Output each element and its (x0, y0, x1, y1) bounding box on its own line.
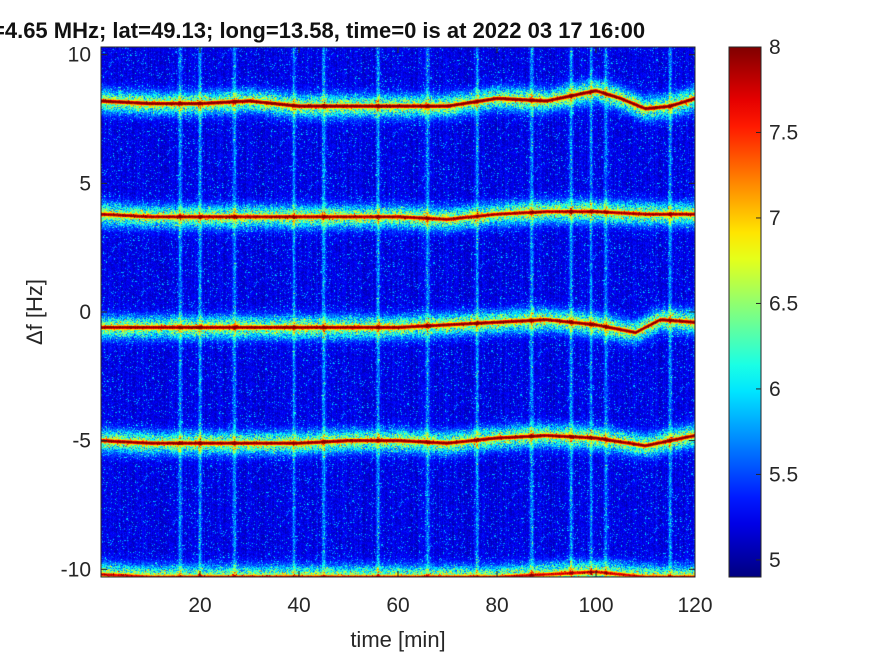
colorbar-tick-label: 6.5 (769, 292, 798, 315)
y-axis: -10 -5 0 5 10 (61, 44, 695, 581)
x-tick-label: 100 (578, 594, 613, 617)
colorbar-tick-label: 7.5 (769, 121, 798, 144)
colorbar-tick-label: 5.5 (769, 463, 798, 486)
y-tick-label: -10 (61, 558, 91, 581)
colorbar-ticks: 5 5.5 6 6.5 7 7.5 8 (756, 36, 798, 572)
y-tick-label: -5 (72, 430, 91, 453)
colorbar (729, 47, 761, 577)
colorbar-frame (728, 46, 762, 578)
chart-title: =4.65 MHz; lat=49.13; long=13.58, time=0… (0, 18, 645, 43)
colorbar-tick-label: 8 (769, 36, 781, 59)
x-tick-label: 80 (485, 594, 508, 617)
heatmap-image (101, 47, 695, 577)
y-axis-label: Δf [Hz] (22, 279, 47, 345)
colorbar-tick-label: 5 (769, 549, 781, 572)
y-tick-label: 0 (79, 301, 91, 324)
x-tick-label: 120 (677, 594, 712, 617)
x-axis: 20 40 60 80 100 120 (188, 47, 713, 617)
colorbar-tick-label: 6 (769, 378, 781, 401)
x-tick-label: 40 (287, 594, 310, 617)
y-tick-label: 10 (68, 44, 91, 67)
x-axis-label: time [min] (350, 627, 445, 652)
y-tick-label: 5 (79, 172, 91, 195)
x-tick-label: 60 (386, 594, 409, 617)
x-tick-label: 20 (188, 594, 211, 617)
colorbar-tick-label: 7 (769, 207, 781, 230)
